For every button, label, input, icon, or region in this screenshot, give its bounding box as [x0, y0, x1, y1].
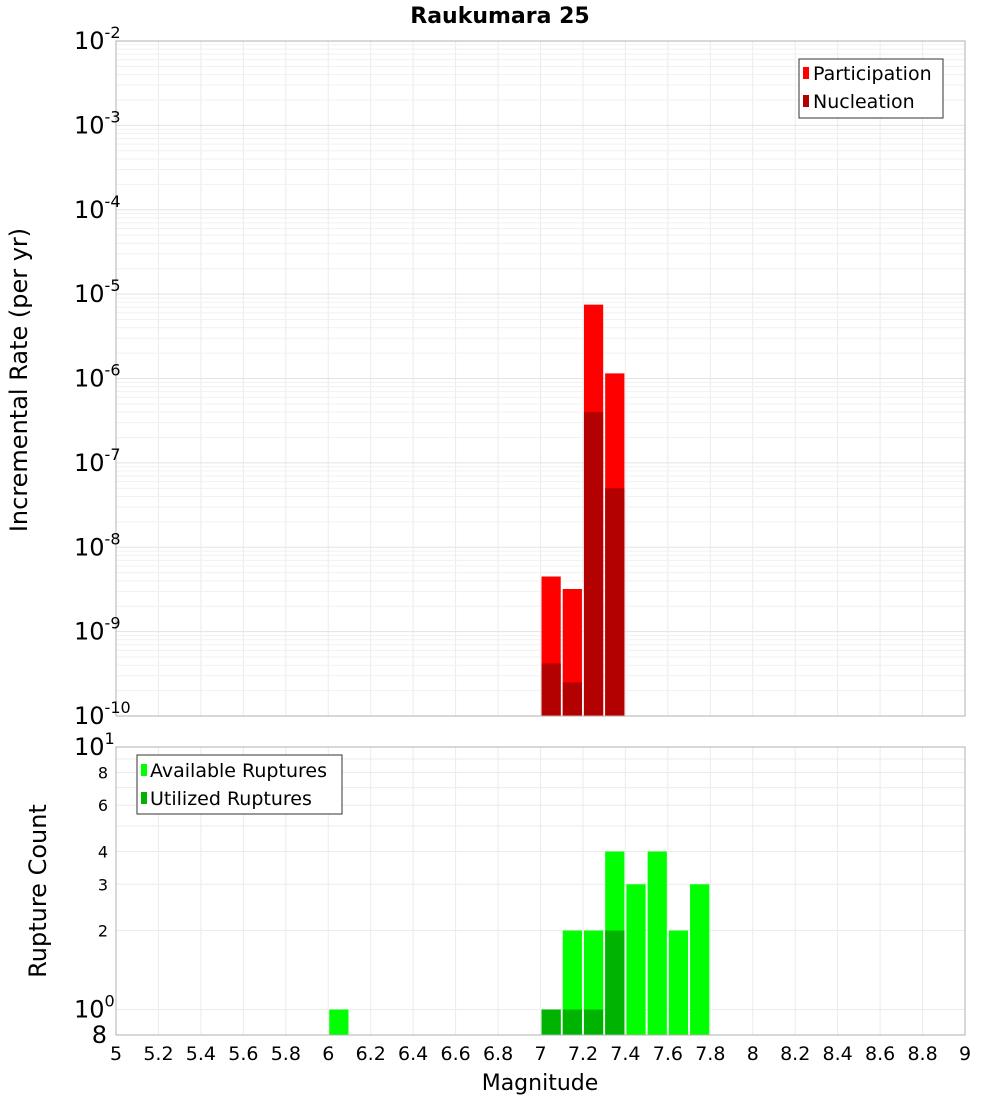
bottom-legend: Available Ruptures Utilized Ruptures: [136, 754, 343, 815]
bar-available-ruptures: [647, 851, 667, 1035]
bar-nucleation: [583, 412, 604, 716]
y-tick-label: 6: [98, 796, 108, 815]
x-tick-label: 8.2: [780, 1043, 810, 1065]
legend-label-utilized: Utilized Ruptures: [150, 788, 312, 810]
x-tick-label: 6.6: [440, 1043, 470, 1065]
y-tick-label: 10-2: [74, 23, 121, 55]
y-tick-label: 10-10: [74, 698, 131, 730]
bar-utilized-ruptures: [562, 1009, 582, 1035]
y-tick-label: 10-8: [74, 529, 121, 561]
bar-available-ruptures: [690, 884, 710, 1035]
legend-swatch-participation: [803, 67, 809, 79]
chart-title: Raukumara 25: [410, 4, 589, 29]
x-tick-label: 6: [322, 1043, 334, 1065]
x-tick-label: 5.6: [228, 1043, 258, 1065]
bottom-y-tick-labels: 100 101 8 2 3 4 6 8: [74, 729, 115, 1049]
legend-swatch-utilized: [141, 792, 147, 804]
bar-nucleation: [605, 488, 625, 716]
bar-available-ruptures: [329, 1009, 349, 1035]
x-tick-label: 7.2: [568, 1043, 598, 1065]
top-legend-box: [798, 58, 944, 119]
bar-nucleation: [541, 663, 561, 716]
y-tick-label: 10-4: [74, 192, 121, 224]
bar-utilized-ruptures: [605, 930, 625, 1035]
legend-label-participation: Participation: [813, 63, 932, 85]
x-tick-label: 5.8: [271, 1043, 301, 1065]
legend-swatch-available: [141, 764, 147, 776]
y-tick-label: 10-9: [74, 614, 121, 646]
y-tick-label: 3: [98, 875, 108, 894]
y-tick-label: 2: [98, 922, 108, 941]
y-tick-label: 101: [74, 729, 115, 761]
bar-available-ruptures: [668, 930, 689, 1035]
top-legend: Participation Nucleation: [798, 58, 944, 119]
x-tick-label: 6.8: [483, 1043, 513, 1065]
x-tick-label: 8.6: [865, 1043, 895, 1065]
x-tick-label: 8.4: [823, 1043, 853, 1065]
bottom-plot-frame: [115, 746, 966, 1036]
bottom-y-axis-label: Rupture Count: [24, 804, 52, 978]
legend-label-nucleation: Nucleation: [813, 91, 915, 113]
x-tick-label: 8.8: [907, 1043, 937, 1065]
y-tick-label: 10-6: [74, 361, 121, 393]
top-y-tick-labels: 10-10 10-9 10-8 10-7 10-6 10-5 10-4 10-3 10-2: [74, 23, 131, 730]
bar-nucleation: [562, 682, 582, 716]
legend-swatch-nucleation: [803, 95, 809, 107]
top-grid: [115, 41, 966, 717]
top-bars: [541, 304, 625, 716]
y-tick-label: 8: [98, 763, 108, 782]
x-axis-label: Magnitude: [482, 1071, 599, 1096]
x-tick-label: 8: [747, 1043, 759, 1065]
x-tick-label: 5: [110, 1043, 122, 1065]
top-y-axis-label: Incremental Rate (per yr): [5, 228, 33, 532]
y-tick-label: 4: [98, 842, 108, 861]
top-plot-frame: [115, 40, 966, 717]
y-tick-label: 8: [92, 1021, 107, 1049]
x-tick-label: 6.4: [398, 1043, 428, 1065]
x-tick-label: 7.4: [610, 1043, 640, 1065]
bottom-bars: [329, 851, 710, 1035]
bottom-legend-box: [136, 754, 343, 815]
x-tick-labels: 5 5.2 5.4 5.6 5.8 6 6.2 6.4 6.6 6.8 7 7.2 7.4 7.6 7.8 8…: [110, 1043, 971, 1065]
y-tick-label: 10-5: [74, 276, 121, 308]
x-tick-label: 7.6: [653, 1043, 683, 1065]
y-tick-label: 100: [74, 992, 115, 1024]
bar-available-ruptures: [583, 930, 604, 1035]
bar-utilized-ruptures: [583, 1009, 604, 1035]
x-tick-label: 5.4: [186, 1043, 216, 1065]
bar-available-ruptures: [562, 930, 582, 1035]
x-tick-label: 9: [959, 1043, 971, 1065]
y-tick-label: 10-7: [74, 445, 121, 477]
bar-utilized-ruptures: [541, 1009, 561, 1035]
x-tick-label: 7.8: [695, 1043, 725, 1065]
y-tick-label: 10-3: [74, 107, 121, 139]
bar-available-ruptures: [626, 884, 646, 1035]
x-tick-label: 5.2: [143, 1043, 173, 1065]
x-tick-label: 7: [534, 1043, 546, 1065]
x-tick-label: 6.2: [356, 1043, 386, 1065]
legend-label-available: Available Ruptures: [150, 760, 327, 782]
